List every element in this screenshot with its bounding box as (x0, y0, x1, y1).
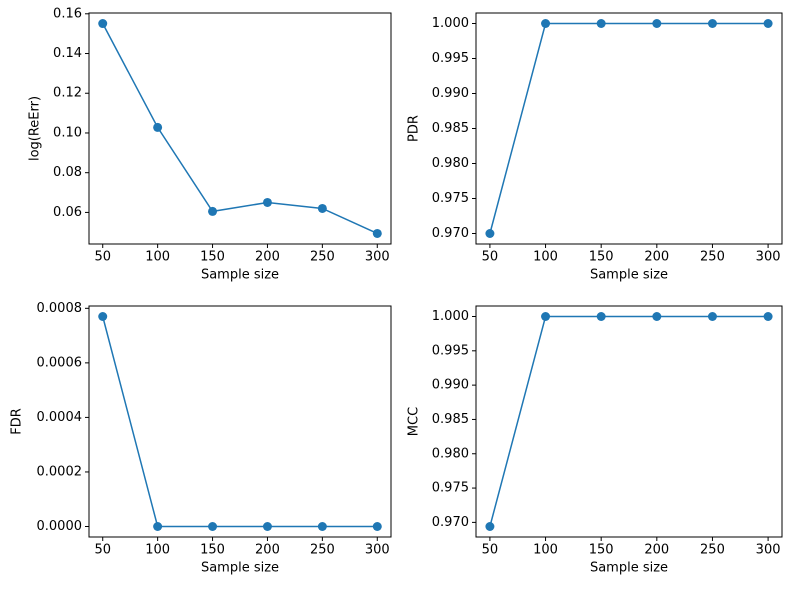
y-tick-label: 1.000 (432, 309, 469, 324)
data-point (98, 19, 108, 29)
data-line (102, 23, 378, 235)
x-axis-label: Sample size (201, 268, 279, 283)
data-line (489, 22, 769, 234)
data-point (153, 122, 163, 132)
x-tick-label: 250 (310, 543, 335, 558)
axes-frame (475, 305, 783, 538)
y-tick-label: 0.975 (432, 191, 469, 206)
x-tick-label: 50 (482, 543, 499, 558)
y-tick-label: 0.995 (432, 51, 469, 66)
data-point (763, 19, 773, 28)
y-tick-label: 0.985 (432, 121, 469, 136)
x-axis-label: Sample size (590, 268, 668, 283)
x-tick-label: 100 (145, 250, 170, 265)
x-tick-label: 50 (94, 543, 111, 558)
x-tick-label: 200 (644, 543, 669, 558)
data-point (372, 522, 382, 531)
y-tick-label: 0.0008 (37, 301, 83, 316)
y-tick-label: 0.16 (53, 6, 82, 21)
y-tick-label: 0.975 (432, 481, 469, 496)
x-tick-label: 300 (365, 543, 390, 558)
x-tick-label: 150 (200, 543, 225, 558)
x-axis-label: Sample size (590, 561, 668, 576)
x-tick-label: 100 (533, 543, 558, 558)
x-tick-label: 50 (482, 250, 499, 265)
data-point (317, 203, 327, 213)
axes-frame (88, 305, 392, 538)
y-axis-label: log(ReErr) (28, 96, 43, 161)
x-axis-label: Sample size (201, 561, 279, 576)
y-tick-label: 0.06 (53, 205, 82, 220)
y-tick-label: 0.0002 (37, 464, 83, 479)
x-tick-label: 150 (200, 250, 225, 265)
y-tick-label: 0.08 (53, 165, 82, 180)
axes-frame (88, 12, 392, 245)
x-tick-label: 150 (589, 250, 614, 265)
x-tick-label: 300 (756, 543, 781, 558)
y-tick-label: 0.0000 (37, 519, 83, 534)
data-point (541, 312, 551, 321)
x-tick-label: 250 (700, 250, 725, 265)
y-tick-label: 0.980 (432, 446, 469, 461)
y-tick-label: 0.970 (432, 226, 469, 241)
data-point (707, 312, 717, 321)
x-tick-label: 50 (94, 250, 111, 265)
y-tick-label: 0.10 (53, 125, 82, 140)
data-point (596, 19, 606, 28)
y-tick-label: 1.000 (432, 16, 469, 31)
data-point (652, 19, 662, 28)
data-point (372, 228, 382, 238)
y-axis-label: FDR (10, 408, 25, 435)
y-tick-label: 0.985 (432, 412, 469, 427)
data-line (102, 316, 378, 528)
axes-frame (475, 12, 783, 245)
data-point (153, 522, 163, 531)
data-point (707, 19, 717, 28)
data-point (208, 522, 218, 531)
y-tick-label: 0.990 (432, 378, 469, 393)
data-point (262, 522, 272, 531)
x-tick-label: 250 (310, 250, 335, 265)
data-point (485, 229, 495, 238)
y-tick-label: 0.970 (432, 515, 469, 530)
x-tick-label: 300 (756, 250, 781, 265)
x-tick-label: 200 (255, 543, 280, 558)
data-point (541, 19, 551, 28)
data-point (596, 312, 606, 321)
x-tick-label: 100 (533, 250, 558, 265)
data-line (489, 315, 769, 527)
y-tick-label: 0.0004 (37, 410, 83, 425)
y-axis-label: MCC (407, 407, 422, 436)
y-axis-label: PDR (407, 115, 422, 142)
y-tick-label: 0.12 (53, 86, 82, 101)
data-point (98, 312, 108, 321)
data-point (485, 522, 495, 531)
y-tick-label: 0.0006 (37, 355, 83, 370)
y-tick-label: 0.14 (53, 46, 82, 61)
y-tick-label: 0.995 (432, 343, 469, 358)
y-tick-label: 0.980 (432, 156, 469, 171)
y-tick-label: 0.990 (432, 86, 469, 101)
x-tick-label: 200 (255, 250, 280, 265)
x-tick-label: 150 (589, 543, 614, 558)
x-tick-label: 250 (700, 543, 725, 558)
x-tick-label: 200 (644, 250, 669, 265)
data-point (208, 206, 218, 216)
x-tick-label: 300 (365, 250, 390, 265)
x-tick-label: 100 (145, 543, 170, 558)
data-point (262, 197, 272, 207)
data-point (652, 312, 662, 321)
data-point (317, 522, 327, 531)
data-point (763, 312, 773, 321)
